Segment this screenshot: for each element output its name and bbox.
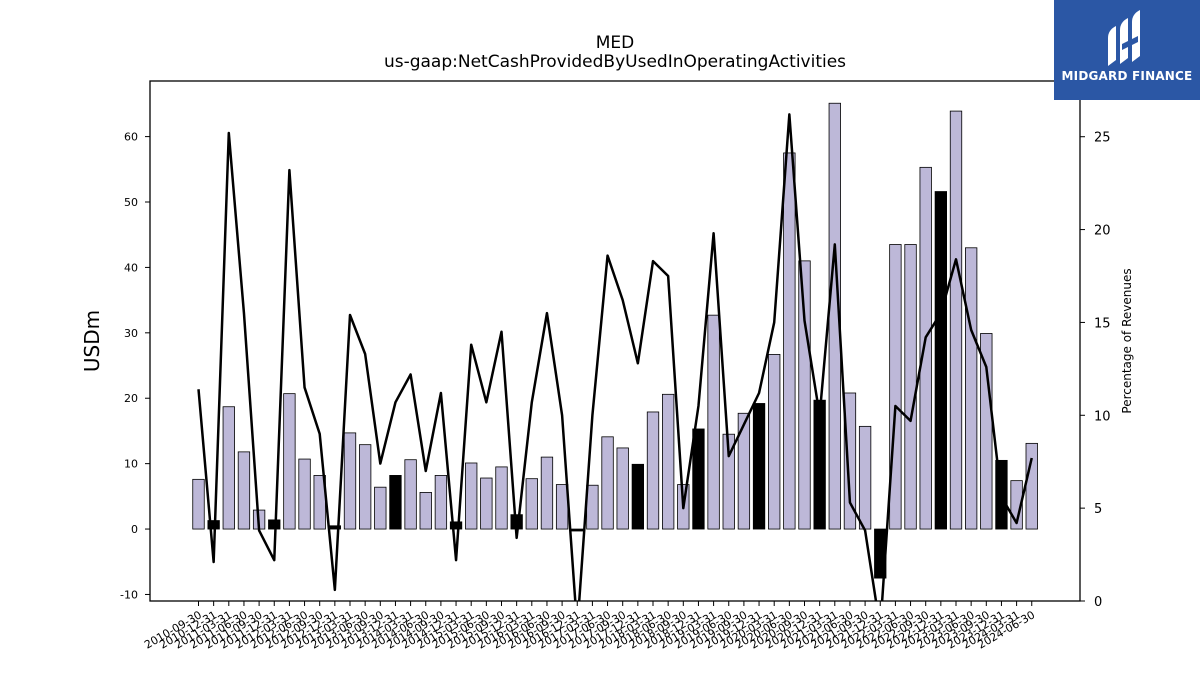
bar-2011-12-31 bbox=[268, 519, 281, 530]
bar-2023-09-30 bbox=[980, 333, 993, 530]
bar-2014-09-30 bbox=[434, 475, 448, 530]
bar-2020-06-30 bbox=[783, 152, 796, 530]
y-axis-label-right: Percentage of Revenues bbox=[1120, 268, 1134, 413]
bar-2023-06-30 bbox=[965, 247, 978, 530]
bar-2021-09-30 bbox=[858, 425, 872, 530]
bar-2011-03-31 bbox=[222, 406, 235, 530]
bar-2016-12-31 bbox=[571, 528, 584, 532]
bar-2011-06-30 bbox=[237, 451, 251, 530]
left-tick-label-20: 20 bbox=[124, 392, 138, 405]
bar-2018-06-30 bbox=[662, 393, 675, 530]
bar-2021-06-30 bbox=[843, 392, 857, 530]
left-tick-label-10: 10 bbox=[124, 458, 138, 471]
bar-2013-09-30 bbox=[374, 486, 387, 530]
bar-2022-12-31 bbox=[934, 191, 947, 530]
right-tick-label-10: 10 bbox=[1094, 409, 1111, 424]
right-tick-label-0: 0 bbox=[1094, 595, 1102, 610]
bar-2020-09-30 bbox=[798, 260, 811, 530]
bar-2012-06-30 bbox=[298, 458, 311, 530]
left-tick-label-30: 30 bbox=[124, 327, 138, 340]
bar-2022-09-30 bbox=[919, 166, 932, 530]
bar-2017-03-31 bbox=[586, 484, 599, 530]
bar-2015-06-30 bbox=[480, 477, 493, 530]
logo-text: MIDGARD FINANCE bbox=[1061, 69, 1193, 83]
right-tick-label-20: 20 bbox=[1094, 224, 1111, 239]
bar-2019-03-31 bbox=[707, 314, 720, 530]
bar-2010-09-30 bbox=[192, 478, 205, 530]
bar-2013-12-31 bbox=[389, 475, 402, 530]
bar-2013-03-31 bbox=[343, 432, 357, 530]
bar-2020-12-31 bbox=[813, 399, 826, 530]
bar-2019-06-30 bbox=[722, 433, 735, 530]
bar-2016-09-30 bbox=[555, 484, 569, 530]
bar-2016-03-31 bbox=[525, 478, 538, 530]
bar-2015-03-31 bbox=[465, 462, 478, 530]
bar-2024-06-30 bbox=[1025, 442, 1038, 530]
chart-subtitle: us-gaap:NetCashProvidedByUsedInOperating… bbox=[383, 52, 847, 72]
right-tick-label-5: 5 bbox=[1094, 502, 1102, 517]
bar-2014-12-31 bbox=[449, 521, 463, 530]
midgard-logo-icon bbox=[1108, 10, 1140, 66]
plot-frame bbox=[149, 80, 1081, 602]
bar-2018-12-31 bbox=[692, 428, 705, 530]
percentage-line bbox=[197, 113, 1033, 601]
bar-2012-03-31 bbox=[283, 393, 296, 530]
right-tick-label-25: 25 bbox=[1094, 131, 1111, 146]
bar-2020-03-31 bbox=[768, 354, 781, 530]
left-tick-label-0: 0 bbox=[131, 523, 138, 536]
y-axis-label-left: USDm bbox=[80, 310, 104, 372]
bar-2024-03-31 bbox=[1010, 480, 1023, 530]
bar-2017-06-30 bbox=[601, 436, 614, 530]
brand-logo: MIDGARD FINANCE bbox=[1054, 0, 1200, 100]
bar-2022-06-30 bbox=[904, 244, 917, 530]
right-tick-label-15: 15 bbox=[1094, 316, 1111, 331]
bar-2017-09-30 bbox=[616, 447, 629, 530]
bar-2014-03-31 bbox=[404, 459, 417, 530]
chart-title: MED bbox=[595, 33, 635, 53]
left-tick-label-40: 40 bbox=[124, 261, 138, 274]
bar-2023-03-31 bbox=[949, 110, 963, 530]
bar-2017-12-31 bbox=[631, 463, 644, 530]
bar-2015-09-30 bbox=[495, 466, 508, 530]
bar-2019-12-31 bbox=[752, 403, 766, 530]
bar-2022-03-31 bbox=[889, 244, 902, 530]
bar-2019-09-30 bbox=[737, 412, 751, 530]
bar-2016-06-30 bbox=[540, 456, 554, 530]
bar-2014-06-30 bbox=[419, 492, 432, 530]
left-tick-label-50: 50 bbox=[124, 196, 138, 209]
bar-2018-03-31 bbox=[646, 411, 660, 530]
left-tick-label--10: -10 bbox=[120, 588, 138, 601]
left-tick-label-60: 60 bbox=[124, 131, 138, 144]
bar-2013-06-30 bbox=[358, 444, 372, 530]
